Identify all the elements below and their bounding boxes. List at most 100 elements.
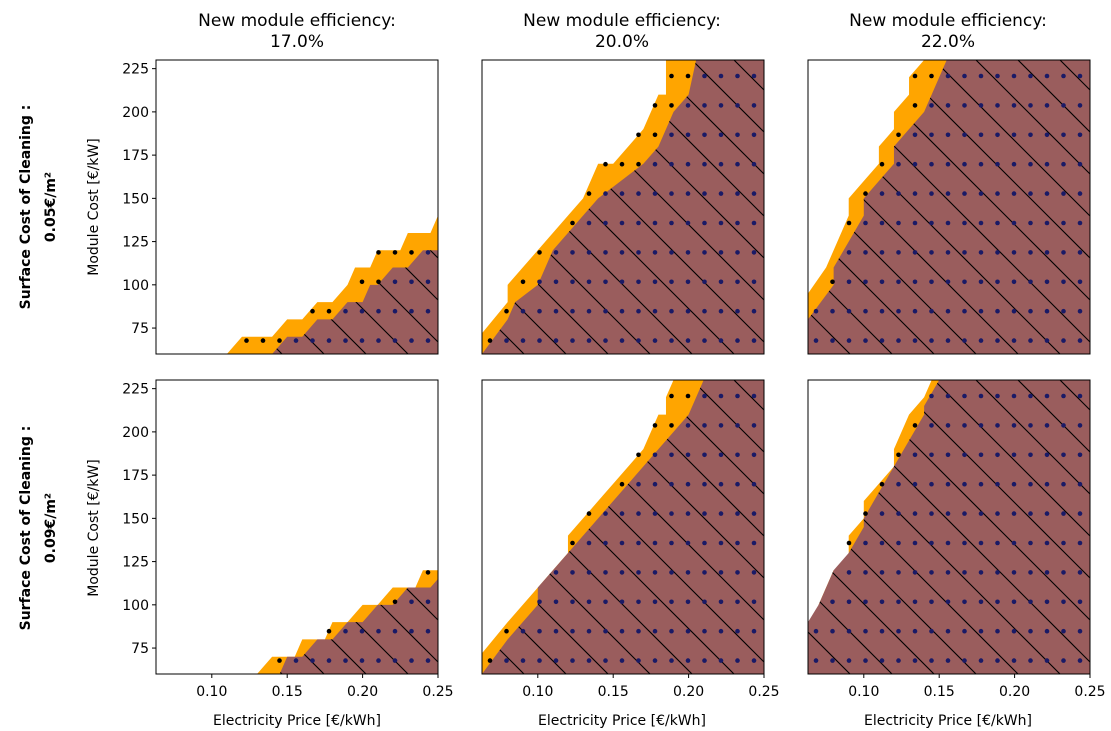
dot (685, 628, 691, 634)
dot (669, 599, 674, 605)
dot (1011, 161, 1017, 167)
dot (652, 628, 658, 634)
dot (553, 628, 559, 634)
dot (978, 308, 984, 314)
dot (619, 220, 625, 226)
row-label-1-line1: Surface Cost of Cleaning : (18, 105, 34, 310)
dot (570, 308, 575, 314)
dot (879, 161, 885, 167)
dot (751, 393, 757, 399)
dot (978, 599, 984, 605)
hatch-line (1102, 60, 1111, 354)
dot (962, 191, 967, 196)
xlabel-col-1: Electricity Price [€/kWh] (213, 713, 381, 729)
dot (945, 511, 951, 516)
dot (702, 308, 707, 314)
dot (685, 73, 691, 79)
brown-region (808, 380, 1090, 674)
dot (896, 540, 901, 546)
dot (978, 250, 984, 255)
panel-1-3 (807, 59, 1111, 355)
dot (260, 338, 266, 343)
dot (735, 540, 740, 546)
dot (879, 220, 885, 226)
dot (995, 191, 1000, 196)
col-title-2-line2: 20.0% (595, 32, 649, 52)
dot (735, 250, 740, 255)
dot (343, 338, 348, 343)
dot (1011, 132, 1017, 138)
dot (863, 338, 868, 343)
hatch-line (975, 60, 1090, 354)
dot (929, 511, 934, 516)
dot (879, 540, 885, 546)
dot (343, 308, 348, 314)
axes-frame (155, 379, 439, 675)
dot (879, 250, 885, 255)
dot (685, 423, 691, 428)
hatch-line (649, 380, 764, 674)
dot (978, 540, 984, 546)
dot (962, 161, 967, 167)
dot (1044, 452, 1050, 458)
dot (359, 308, 365, 314)
dot (553, 658, 559, 663)
dot (718, 393, 724, 399)
dot (879, 658, 885, 663)
dot (652, 161, 658, 167)
dot (995, 132, 1000, 138)
dot (978, 570, 984, 575)
dot (1061, 279, 1066, 285)
dot (1077, 599, 1083, 605)
hatch-line (279, 380, 438, 674)
dot (636, 599, 641, 605)
dot (702, 599, 707, 605)
dot (962, 599, 967, 605)
dot (652, 338, 658, 343)
y-tick-label: 200 (122, 425, 149, 441)
dot (702, 658, 707, 663)
dot (376, 658, 381, 663)
dot (912, 220, 918, 226)
dot (962, 511, 967, 516)
dot (1011, 599, 1017, 605)
col-title-1-line1: New module efficiency: (198, 11, 396, 31)
dot (685, 540, 691, 546)
dot (1044, 423, 1050, 428)
hatch-line (808, 60, 935, 354)
dot (520, 658, 526, 663)
dot (1044, 191, 1050, 196)
dot (636, 540, 641, 546)
dot (995, 628, 1000, 634)
dot (1077, 103, 1083, 108)
dot (537, 250, 542, 255)
dot (929, 73, 934, 79)
hatch-line (272, 60, 409, 354)
dot (1028, 511, 1033, 516)
dot (1077, 481, 1083, 487)
dot (603, 511, 608, 516)
hatch-line (808, 380, 1019, 674)
dot (912, 279, 918, 285)
dot (896, 220, 901, 226)
dot (619, 279, 625, 285)
dot (425, 338, 431, 343)
dot (735, 570, 740, 575)
dot (702, 393, 707, 399)
dot (863, 220, 868, 226)
dot (962, 393, 967, 399)
dot (652, 511, 658, 516)
dot (376, 308, 381, 314)
dot (929, 452, 934, 458)
dot (685, 308, 691, 314)
dot (1061, 481, 1066, 487)
dot (702, 73, 707, 79)
dot (685, 599, 691, 605)
dot (929, 540, 934, 546)
dot (1061, 220, 1066, 226)
dot (702, 161, 707, 167)
dot (376, 338, 381, 343)
dot (978, 338, 984, 343)
dot (1044, 658, 1050, 663)
dot (1011, 511, 1017, 516)
